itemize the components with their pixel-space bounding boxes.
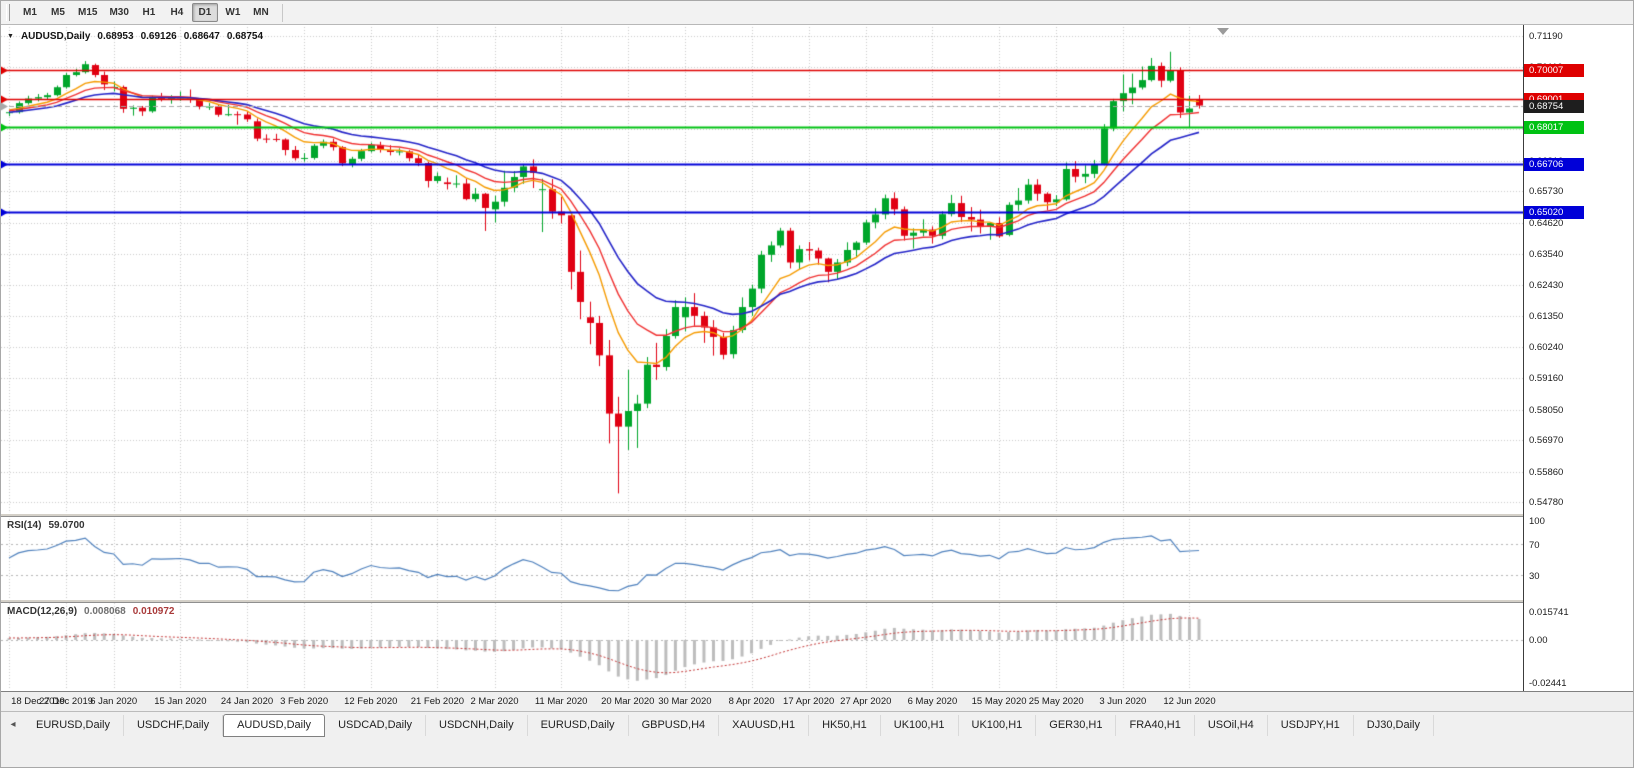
price-axis-label: 0.62430 bbox=[1529, 280, 1564, 292]
chart-title: ▼ AUDUSD,Daily 0.68953 0.69126 0.68647 0… bbox=[7, 31, 263, 42]
chart-tab-uk100-h1[interactable]: UK100,H1 bbox=[881, 714, 959, 736]
price-line-badge[interactable]: 0.65020 bbox=[1524, 205, 1584, 219]
price-line-badge[interactable]: 0.68754 bbox=[1524, 99, 1584, 113]
timeframe-buttons: M1 M5 M15 M30 H1 H4 D1 W1 MN bbox=[16, 3, 275, 22]
price-axis-label: 0.58050 bbox=[1529, 404, 1564, 416]
chart-shift-marker-icon[interactable] bbox=[1217, 28, 1229, 35]
panel-splitter-rsi[interactable] bbox=[1, 513, 1633, 517]
price-axis-label: 0.63540 bbox=[1529, 248, 1564, 260]
date-label: 27 Dec 2019 bbox=[39, 696, 94, 707]
date-label: 6 May 2020 bbox=[907, 696, 958, 707]
chart-canvas[interactable] bbox=[1, 25, 1523, 691]
timeframe-toolbar: M1 M5 M15 M30 H1 H4 D1 W1 MN bbox=[1, 1, 1633, 25]
date-axis: 18 Dec 2019 27 Dec 2019 6 Jan 2020 15 Jan 2… bbox=[1, 691, 1633, 711]
date-label: 25 May 2020 bbox=[1028, 696, 1084, 707]
timeframe-button-m30[interactable]: M30 bbox=[109, 7, 129, 18]
date-label: 17 Apr 2020 bbox=[783, 696, 835, 707]
date-label: 20 Mar 2020 bbox=[601, 696, 655, 707]
chart-tab-usdcnh-daily[interactable]: USDCNH,Daily bbox=[426, 714, 528, 736]
timeframe-button-m1[interactable]: M1 bbox=[23, 7, 37, 18]
chart-tab-uk100-h1[interactable]: UK100,H1 bbox=[959, 714, 1037, 736]
chart-high-value: 0.69126 bbox=[140, 31, 177, 42]
macd-indicator-label: MACD(12,26,9) 0.008068 0.010972 bbox=[7, 606, 174, 617]
macd-name: MACD(12,26,9) bbox=[7, 606, 78, 617]
rsi-axis-label: 100 bbox=[1529, 516, 1545, 527]
rsi-name: RSI(14) bbox=[7, 520, 42, 531]
rsi-axis-label: 70 bbox=[1529, 539, 1540, 551]
price-axis-label: 0.65730 bbox=[1529, 186, 1564, 198]
date-label: 27 Apr 2020 bbox=[840, 696, 892, 707]
chart-tab-fra40-h1[interactable]: FRA40,H1 bbox=[1116, 714, 1195, 736]
chart-tab-eurusd-daily[interactable]: EURUSD,Daily bbox=[528, 714, 629, 736]
date-label: 11 Mar 2020 bbox=[534, 696, 588, 707]
tab-scroll-left-icon[interactable]: ◂ bbox=[10, 719, 16, 730]
macd-axis-label: -0.02441 bbox=[1529, 678, 1567, 690]
chart-close-value: 0.68754 bbox=[226, 31, 264, 42]
timeframe-button-m5[interactable]: M5 bbox=[51, 7, 65, 18]
price-axis-label: 0.60240 bbox=[1529, 342, 1564, 354]
panel-splitter-macd[interactable] bbox=[1, 599, 1633, 603]
rsi-indicator-label: RSI(14) 59.0700 bbox=[7, 520, 85, 531]
date-label: 30 Mar 2020 bbox=[658, 696, 712, 707]
price-axis-label: 0.55860 bbox=[1529, 466, 1564, 478]
price-axis-label: 0.56970 bbox=[1529, 435, 1564, 447]
macd-axis-label: 0.015741 bbox=[1529, 606, 1569, 618]
chart-tab-usdjpy-h1[interactable]: USDJPY,H1 bbox=[1268, 714, 1354, 736]
chart-tab-dj30-daily[interactable]: DJ30,Daily bbox=[1354, 714, 1434, 736]
chart-tab-hk50-h1[interactable]: HK50,H1 bbox=[809, 714, 881, 736]
timeframe-button-d1[interactable]: D1 bbox=[191, 3, 218, 22]
chart-tab-gbpusd-h4[interactable]: GBPUSD,H4 bbox=[629, 714, 720, 736]
price-axis-label: 0.64620 bbox=[1529, 217, 1564, 229]
toolbar-grip-icon[interactable] bbox=[6, 4, 10, 21]
chart-symbol-period: AUDUSD,Daily bbox=[20, 31, 91, 42]
price-line-badge[interactable]: 0.68017 bbox=[1524, 120, 1584, 134]
rsi-axis-label: 30 bbox=[1529, 571, 1540, 583]
timeframe-button-mn[interactable]: MN bbox=[253, 7, 269, 18]
price-line-badge[interactable]: 0.70007 bbox=[1524, 63, 1584, 77]
date-label: 15 Jan 2020 bbox=[154, 696, 207, 707]
chart-tabs: EURUSD,Daily USDCHF,Daily AUDUSD,Daily USDC… bbox=[23, 712, 1434, 738]
macd-signal-value: 0.010972 bbox=[132, 606, 175, 617]
price-axis-label: 0.71190 bbox=[1529, 31, 1563, 43]
date-label: 3 Feb 2020 bbox=[280, 696, 329, 707]
price-axis-label: 0.59160 bbox=[1529, 373, 1564, 385]
chart-tab-usdchf-daily[interactable]: USDCHF,Daily bbox=[124, 714, 224, 736]
date-label: 12 Jun 2020 bbox=[1163, 696, 1216, 707]
price-line-badge[interactable]: 0.66706 bbox=[1524, 157, 1584, 171]
date-label: 24 Jan 2020 bbox=[220, 696, 274, 707]
chart-tab-usoil-h4[interactable]: USOil,H4 bbox=[1195, 714, 1268, 736]
chart-tab-ger30-h1[interactable]: GER30,H1 bbox=[1036, 714, 1117, 736]
chart-tab-audusd-daily[interactable]: AUDUSD,Daily bbox=[223, 713, 326, 737]
macd-main-value: 0.008068 bbox=[84, 606, 126, 617]
timeframe-button-h1[interactable]: H1 bbox=[142, 7, 156, 18]
chart-open-value: 0.68953 bbox=[97, 31, 134, 42]
date-label: 15 May 2020 bbox=[971, 696, 1027, 707]
date-label: 21 Feb 2020 bbox=[410, 696, 465, 707]
date-label: 18 Dec 2019 bbox=[11, 696, 65, 707]
timeframe-button-m15[interactable]: M15 bbox=[78, 7, 98, 18]
chart-region: ▼ AUDUSD,Daily 0.68953 0.69126 0.68647 0… bbox=[1, 25, 1633, 711]
timeframe-button-h4[interactable]: H4 bbox=[170, 7, 184, 18]
price-axis-label: 0.54780 bbox=[1529, 497, 1564, 509]
date-label: 2 Mar 2020 bbox=[470, 696, 519, 707]
date-label: 8 Apr 2020 bbox=[728, 696, 775, 707]
price-axis-label: 0.61350 bbox=[1529, 310, 1564, 322]
chart-tab-xauusd-h1[interactable]: XAUUSD,H1 bbox=[719, 714, 810, 736]
timeframe-button-w1[interactable]: W1 bbox=[225, 7, 241, 18]
price-axis: 0.711900.701100.690000.679200.668100.657… bbox=[1523, 25, 1633, 691]
chart-tab-bar: ◂ EURUSD,Daily USDCHF,Daily AUDUSD,Daily US… bbox=[1, 711, 1633, 738]
toolbar-separator bbox=[281, 3, 283, 22]
chart-tab-usdcad-daily[interactable]: USDCAD,Daily bbox=[325, 714, 427, 736]
rsi-value: 59.0700 bbox=[48, 520, 85, 531]
date-label: 3 Jun 2020 bbox=[1099, 696, 1147, 707]
date-label: 6 Jan 2020 bbox=[90, 696, 138, 707]
chart-dropdown-icon[interactable]: ▼ bbox=[7, 33, 14, 40]
macd-axis-label: 0.00 bbox=[1529, 634, 1548, 646]
date-label: 12 Feb 2020 bbox=[344, 696, 398, 707]
chart-low-value: 0.68647 bbox=[183, 31, 220, 42]
chart-tab-eurusd-daily[interactable]: EURUSD,Daily bbox=[23, 714, 124, 736]
